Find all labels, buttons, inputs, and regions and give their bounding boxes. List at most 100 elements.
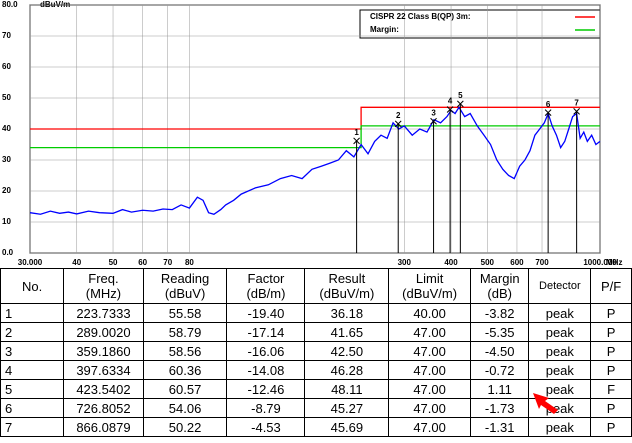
table-cell: 45.27 (304, 398, 390, 418)
table-cell: -1.73 (469, 398, 530, 418)
header-cell: Reading (dBuV) (142, 268, 228, 304)
y-tick-label: 80.0 (2, 0, 18, 9)
table-cell: peak (528, 303, 592, 323)
table-cell: 58.56 (142, 341, 228, 361)
header-row: No. Freq. (MHz) Reading (dBuV) Factor (dB/m… (0, 268, 632, 304)
y-tick-label: 70 (2, 31, 11, 40)
x-tick-label: 50 (109, 258, 118, 267)
y-tick-label: 10 (2, 217, 11, 226)
series-line (30, 106, 600, 130)
legend-label: CISPR 22 Class B(QP) 3m: (370, 12, 470, 21)
x-unit: MHz (606, 258, 622, 267)
table-cell: F (590, 379, 632, 399)
table-cell: P (590, 341, 632, 361)
table-row: 6 726.8052 54.06 -8.79 45.27 47.00 -1.73 peak P (0, 398, 632, 418)
x-tick-label: 60 (138, 258, 147, 267)
table-cell: -14.08 (226, 360, 306, 380)
x-tick-label: 700 (535, 258, 549, 267)
table-cell: 40.00 (388, 303, 471, 323)
table-cell: 423.5402 (63, 379, 144, 399)
table-row: 5 423.5402 60.57 -12.46 48.11 47.00 1.11 peak F (0, 379, 632, 399)
header-cell: Limit (dBuV/m) (388, 268, 471, 304)
peak-marker (446, 106, 454, 113)
table-cell: peak (528, 417, 592, 437)
table-cell: 6 (0, 398, 65, 418)
header-cell: Factor (dB/m) (226, 268, 306, 304)
x-tick-label: 400 (444, 258, 458, 267)
table-cell: 397.6334 (63, 360, 144, 380)
table-cell: 5 (0, 379, 65, 399)
y-tick-label: 30 (2, 155, 11, 164)
x-tick-label: 40 (72, 258, 81, 267)
marker-label: 3 (431, 108, 436, 117)
table-cell: 7 (0, 417, 65, 437)
marker-label: 5 (458, 91, 463, 100)
table-cell: P (590, 398, 632, 418)
table-cell: 46.28 (304, 360, 390, 380)
marker-label: 4 (448, 97, 453, 106)
table-cell: P (590, 360, 632, 380)
table-cell: 3 (0, 341, 65, 361)
table-cell: P (590, 303, 632, 323)
peak-marker (456, 100, 464, 108)
series-line (30, 125, 600, 149)
table-cell: 42.50 (304, 341, 390, 361)
header-cell: No. (0, 268, 65, 304)
peak-marker (353, 137, 360, 145)
table-cell: 223.7333 (63, 303, 144, 323)
y-tick-label: 50 (2, 93, 11, 102)
table-cell: -8.79 (226, 398, 306, 418)
marker-label: 2 (396, 111, 401, 120)
y-tick-label: 20 (2, 186, 11, 195)
x-tick-label: 30.000 (18, 258, 43, 267)
table-cell: 866.0879 (63, 417, 144, 437)
table-cell: 47.00 (388, 417, 471, 437)
table-cell: 359.1860 (63, 341, 144, 361)
table-cell: -3.82 (469, 303, 530, 323)
x-tick-label: 1000.000 (583, 258, 617, 267)
header-cell: Result (dBuV/m) (304, 268, 390, 304)
table-cell: 47.00 (388, 360, 471, 380)
legend-label: Margin: (370, 25, 399, 34)
header-cell: Freq. (MHz) (63, 268, 144, 304)
table-cell: peak (528, 360, 592, 380)
table-row: 4 397.6334 60.36 -14.08 46.28 47.00 -0.72 peak P (0, 360, 632, 380)
chart: dBuV/m MHz 0.0 10 20 30 40 50 60 70 80.0 30.000 40… (2, 0, 622, 267)
x-tick-label: 80 (185, 258, 194, 267)
y-axis-label: dBuV/m (40, 0, 70, 9)
table-cell: peak (528, 398, 592, 418)
header-cell: P/F (590, 268, 632, 304)
table-row: 2 289.0020 58.79 -17.14 41.65 47.00 -5.35 peak P (0, 322, 632, 342)
table-cell: 36.18 (304, 303, 390, 323)
table-cell: -12.46 (226, 379, 306, 399)
y-tick-label: 60 (2, 62, 11, 71)
x-tick-label: 70 (163, 258, 172, 267)
table-cell: P (590, 322, 632, 342)
table-cell: -1.31 (469, 417, 530, 437)
table-cell: 54.06 (142, 398, 228, 418)
table-cell: 45.69 (304, 417, 390, 437)
table-cell: 50.22 (142, 417, 228, 437)
table-cell: 60.57 (142, 379, 228, 399)
marker-label: 7 (574, 98, 579, 107)
table-row: 1 223.7333 55.58 -19.40 36.18 40.00 -3.82 peak P (0, 303, 632, 323)
marker-label: 6 (546, 100, 551, 109)
table-cell: -4.53 (226, 417, 306, 437)
table-cell: 4 (0, 360, 65, 380)
table-cell: 58.79 (142, 322, 228, 342)
table-cell: 1 (0, 303, 65, 323)
table-cell: 47.00 (388, 341, 471, 361)
peak-marker (573, 108, 580, 115)
table-cell: 47.00 (388, 379, 471, 399)
peak-marker (394, 120, 402, 128)
table-row: 3 359.1860 58.56 -16.06 42.50 47.00 -4.50 peak P (0, 341, 632, 361)
table-cell: 47.00 (388, 398, 471, 418)
y-tick-label: 40 (2, 124, 11, 133)
x-tick-label: 300 (398, 258, 412, 267)
table-cell: 726.8052 (63, 398, 144, 418)
table-cell: peak (528, 379, 592, 399)
table-cell: 55.58 (142, 303, 228, 323)
table-cell: -16.06 (226, 341, 306, 361)
x-tick-label: 500 (481, 258, 495, 267)
